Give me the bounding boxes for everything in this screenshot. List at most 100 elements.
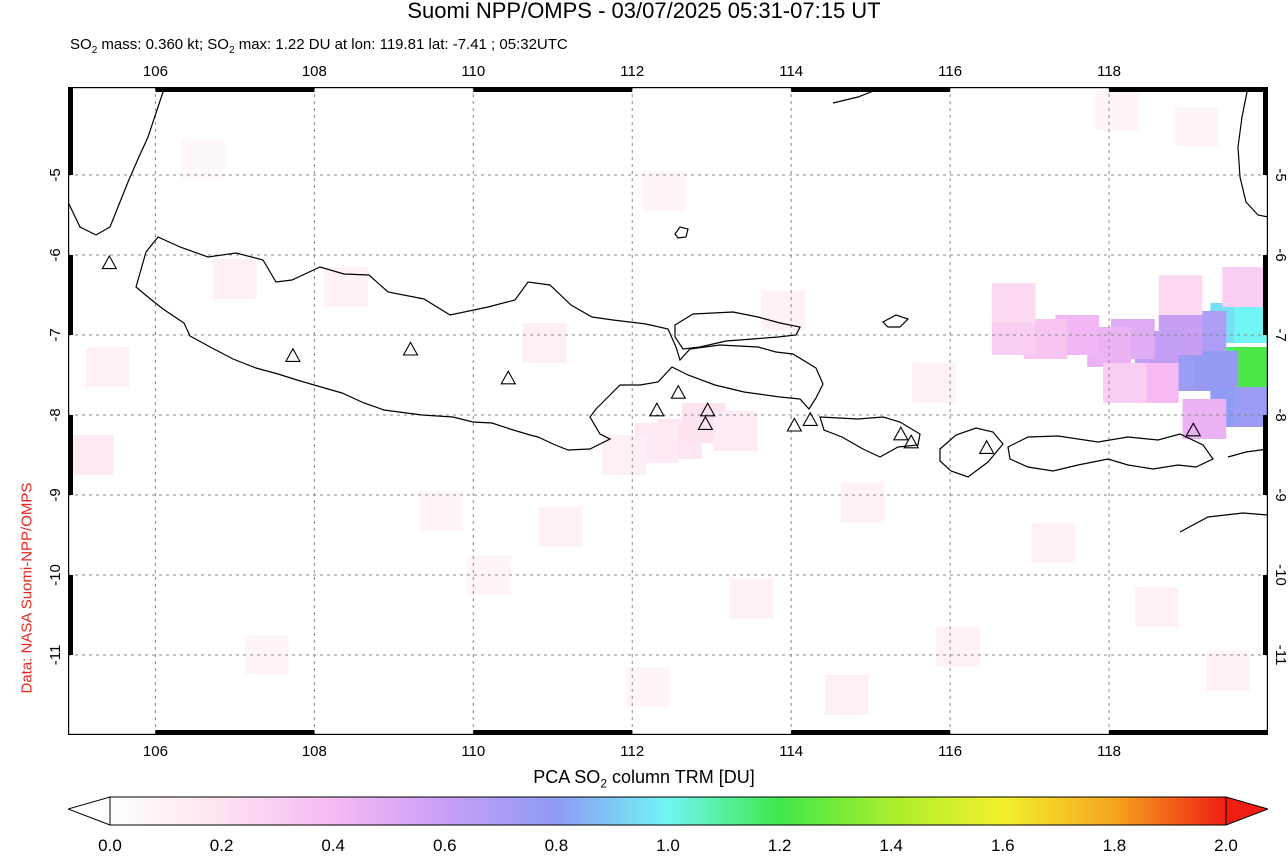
volcano-icon [903, 434, 920, 449]
colorbar-tick-label: 2.0 [1214, 836, 1238, 855]
map-canvas[interactable] [68, 87, 1268, 735]
lat-tick-label-left: -11 [47, 645, 64, 666]
lon-tick-label-top: 108 [302, 63, 327, 80]
lon-tick-label-bottom: 112 [620, 743, 644, 760]
colorbar-tick-label: 1.6 [990, 836, 1015, 855]
so2-cell [1234, 347, 1268, 387]
so2-cell [936, 627, 980, 667]
frame-bar [155, 87, 315, 92]
colorbar-max-arrow [1225, 796, 1268, 826]
lat-tick-label-right: -5 [1272, 168, 1288, 181]
lon-tick-label-top: 118 [1097, 63, 1121, 80]
frame-bar [473, 730, 633, 735]
so2-cell [1234, 303, 1268, 343]
colorbar-tick-label: 1.4 [879, 836, 904, 855]
so2-cell [1103, 363, 1147, 403]
lat-tick-label-left: -9 [47, 488, 64, 501]
frame-bar [1109, 730, 1268, 735]
colorbar-tick-label: 1.2 [767, 836, 792, 855]
lat-tick-label-right: -10 [1272, 564, 1288, 586]
so2-cell [69, 435, 114, 475]
so2-cell [213, 259, 257, 299]
volcano-icon [670, 384, 687, 399]
lon-tick-label-bottom: 116 [938, 743, 962, 760]
lat-tick-label-left: -5 [47, 168, 64, 181]
frame-bar [68, 415, 73, 495]
so2-cell [824, 675, 869, 715]
lon-tick-label-bottom: 114 [779, 743, 803, 760]
so2-cell [991, 283, 1036, 323]
map-border [68, 87, 1268, 735]
so2-cell [538, 507, 583, 547]
lon-tick-label-top: 106 [143, 63, 168, 80]
java-coastline [135, 236, 824, 451]
volcano-icon [284, 347, 301, 362]
bali-coastline [819, 416, 921, 458]
frame-bar [68, 255, 73, 335]
so2-cell [1182, 399, 1227, 439]
frame-bar [791, 730, 951, 735]
coastlines [68, 87, 1268, 533]
lat-tick-label-left: -8 [47, 408, 64, 421]
frame-bar [791, 87, 951, 92]
max-subscript: 2 [228, 45, 235, 56]
map-panel[interactable] [68, 87, 1268, 735]
volcano-markers [101, 254, 1202, 454]
colorbar-label-suffix: column TRM [DU] [607, 767, 755, 787]
kangean-island [882, 314, 910, 328]
max-text: max: 1.22 DU at lon: 119.81 lat: -7.41 ;… [234, 36, 568, 53]
frame-bar [68, 87, 73, 175]
frame-bar [1109, 87, 1268, 92]
so2-cell [1234, 387, 1268, 427]
lat-tick-label-right: -8 [1272, 408, 1288, 421]
lon-tick-label-top: 114 [779, 63, 803, 80]
frame-bar [155, 730, 315, 735]
frame-bar [1263, 415, 1268, 495]
colorbar-tick-label: 0.8 [544, 836, 569, 855]
so2-cell [522, 323, 567, 363]
sumba-coastline [1179, 512, 1268, 533]
lon-tick-label-bottom: 110 [461, 743, 485, 760]
so2-cell [1031, 523, 1076, 563]
colorbar-tick-label: 0.6 [432, 836, 457, 855]
lat-tick-label-left: -10 [47, 564, 64, 586]
frame-bar [1263, 255, 1268, 335]
so2-cell [729, 579, 774, 619]
so2-cell [713, 411, 758, 451]
frame-bar [1263, 575, 1268, 655]
volcano-icon [101, 254, 118, 270]
mass-subscript: 2 [91, 45, 98, 56]
colorbar-label: PCA SO2 column TRM [DU] [0, 767, 1288, 791]
so2-cell [626, 667, 670, 707]
lon-tick-label-bottom: 106 [143, 743, 168, 760]
volcano-icon [1185, 422, 1202, 437]
volcano-icon [699, 402, 716, 417]
frame-ticks [68, 87, 1268, 735]
so2-cell [1194, 351, 1239, 391]
lat-tick-label-left: -7 [47, 328, 64, 341]
lon-tick-label-top: 112 [620, 63, 644, 80]
colorbar-tick-label: 0.0 [98, 836, 122, 855]
volcano-icon [802, 411, 819, 426]
subtitle: SO2 mass: 0.360 kt; SO2 max: 1.22 DU at … [70, 36, 568, 56]
lombok-coastline [939, 427, 1004, 478]
lon-tick-label-top: 116 [938, 63, 962, 80]
lat-tick-label-right: -9 [1272, 488, 1288, 501]
so2-cell [1174, 107, 1219, 147]
so2-cell [324, 267, 368, 307]
lon-tick-label-top: 110 [461, 63, 485, 80]
so2-cell [642, 171, 686, 211]
mass-text: mass: 0.360 kt; SO [97, 36, 229, 53]
lat-tick-label-right: -7 [1272, 328, 1288, 341]
volcano-icon [648, 402, 665, 417]
sumatra-coastline [68, 87, 169, 236]
so2-cell [181, 139, 225, 179]
page-title: Suomi NPP/OMPS - 03/07/2025 05:31-07:15 … [407, 0, 881, 23]
so2-cell [1206, 651, 1251, 691]
so2-cell [1158, 275, 1203, 315]
colorbar-label-subscript: 2 [600, 776, 607, 791]
sulawesi-coastline [1237, 87, 1268, 218]
colorbar-label-prefix: PCA SO [533, 767, 601, 787]
frame-bar [68, 575, 73, 655]
volcano-icon [402, 341, 419, 356]
